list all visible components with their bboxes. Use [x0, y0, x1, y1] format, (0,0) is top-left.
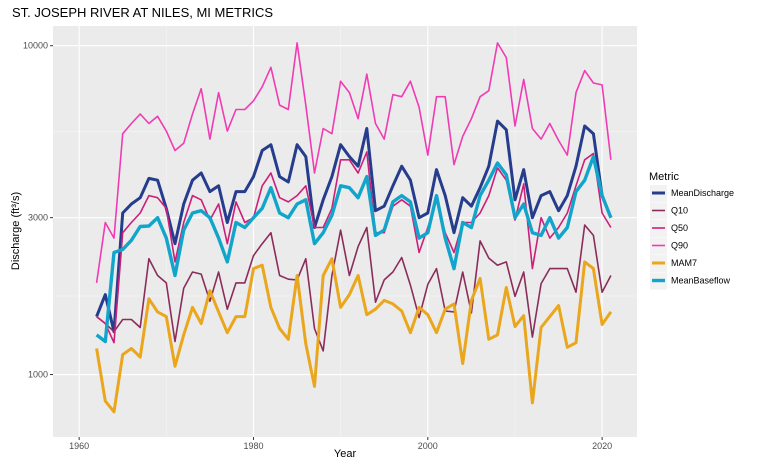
x-tick-label: 2020	[592, 441, 612, 451]
x-axis: 1960 1980 2000 2020	[69, 437, 612, 451]
legend-label-meandischarge: MeanDischarge	[671, 188, 734, 198]
y-tick-label: 3000	[28, 213, 48, 223]
legend-label-mam7: MAM7	[671, 258, 697, 268]
y-tick-label: 10000	[23, 41, 48, 51]
legend-title: Metric	[649, 171, 679, 183]
series-line-q90	[95, 42, 612, 284]
plot-panel	[53, 26, 637, 437]
legend-label-meanbaseflow: MeanBaseflow	[671, 276, 731, 286]
series-line-mam7	[95, 257, 613, 414]
series-layer	[95, 42, 613, 414]
series-line-q10	[96, 224, 612, 352]
legend-label-q90: Q90	[671, 241, 688, 251]
series-line-meandischarge	[95, 119, 613, 334]
grid-major	[53, 26, 637, 437]
chart-title: ST. JOSEPH RIVER AT NILES, MI METRICS	[12, 5, 273, 20]
x-tick-label: 1980	[243, 441, 263, 451]
legend-label-q50: Q50	[671, 223, 688, 233]
x-tick-label: 2000	[418, 441, 438, 451]
x-axis-title: Year	[334, 448, 357, 460]
x-tick-label: 1960	[69, 441, 89, 451]
series-line-meanbaseflow	[95, 154, 613, 344]
y-axis: 1000 3000 10000	[23, 41, 53, 380]
y-tick-label: 1000	[28, 370, 48, 380]
legend-label-q10: Q10	[671, 206, 688, 216]
y-axis-title: Discharge (ft³/s)	[10, 192, 22, 270]
legend: Metric MeanDischarge Q10 Q50 Q90 MAM7 MeanBas…	[649, 171, 734, 290]
series-line-q50	[96, 151, 612, 344]
